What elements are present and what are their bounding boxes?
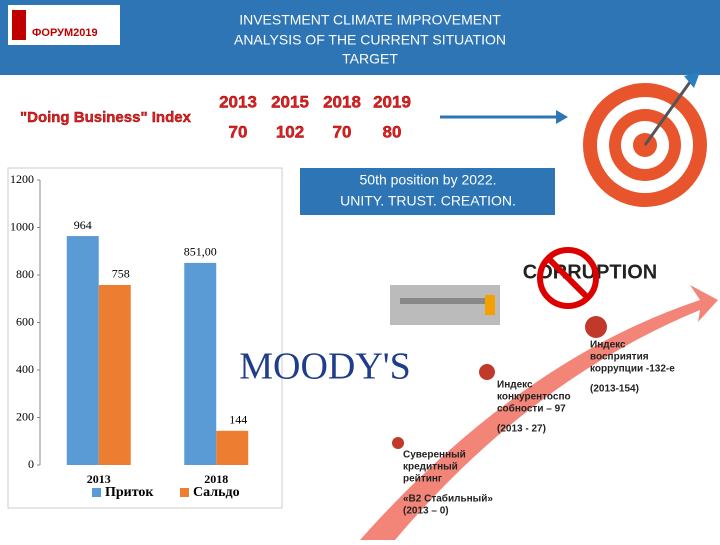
no-sign xyxy=(545,255,591,301)
milestone-text: кредитный xyxy=(403,462,458,473)
runners xyxy=(390,285,500,325)
milestone-text: (2013 - 27) xyxy=(497,424,546,435)
logo-icon xyxy=(12,10,26,40)
milestone-text: «В2 Стабильный» xyxy=(403,493,493,505)
rank: 80 xyxy=(383,122,402,141)
bar xyxy=(216,430,249,465)
milestone-text: Индекс xyxy=(497,380,533,391)
logo-text: ФОРУМ2019 xyxy=(32,27,98,39)
y-tick-label: 1200 xyxy=(10,172,34,186)
milestone-text: конкурентоспо xyxy=(497,392,571,403)
title-line: INVESTMENT CLIMATE IMPROVEMENT xyxy=(239,12,501,28)
bar xyxy=(98,284,131,465)
bar xyxy=(184,262,217,465)
x-tick-label: 2018 xyxy=(204,472,228,486)
target-box xyxy=(300,168,555,215)
milestone-text: собности – 97 xyxy=(497,403,566,415)
y-tick-label: 400 xyxy=(16,362,34,376)
milestone-text: (2013-154) xyxy=(590,384,639,395)
milestone-dot xyxy=(585,316,607,338)
milestone-dot xyxy=(479,364,495,380)
rank: 70 xyxy=(333,122,352,141)
milestone-text: Суверенный xyxy=(403,450,466,461)
y-tick-label: 200 xyxy=(16,409,34,423)
rank: 102 xyxy=(276,122,304,141)
legend-label: Приток xyxy=(105,485,154,500)
title-line: TARGET xyxy=(342,51,398,67)
index-label: "Doing Business" Index xyxy=(20,109,192,126)
x-tick-label: 2013 xyxy=(87,472,111,486)
title-line: ANALYSIS OF THE CURRENT SITUATION xyxy=(234,32,506,48)
no-sign xyxy=(537,247,599,309)
y-tick-label: 1000 xyxy=(10,219,34,233)
logo-box xyxy=(8,5,120,45)
moodys-logo: MOODY'S xyxy=(239,346,411,388)
target-line: 50th position by 2022. xyxy=(360,172,497,188)
milestone-text: восприятия xyxy=(590,352,649,363)
y-tick-label: 600 xyxy=(16,314,34,328)
milestone-text: коррупции -132-е xyxy=(590,364,675,375)
value-label: 758 xyxy=(112,267,130,281)
bar xyxy=(66,236,99,465)
year: 2018 xyxy=(323,92,361,111)
milestone-text: рейтинг xyxy=(403,474,442,485)
growth-arrow xyxy=(360,285,718,540)
year: 2015 xyxy=(271,92,309,111)
value-label: 851,00 xyxy=(184,245,217,259)
rank: 70 xyxy=(229,122,248,141)
year: 2019 xyxy=(373,92,411,111)
y-tick-label: 0 xyxy=(28,457,34,471)
arrow-head xyxy=(556,110,568,124)
target xyxy=(583,72,707,207)
milestone-dot xyxy=(392,437,404,449)
target-line: UNITY. TRUST. CREATION. xyxy=(340,193,516,209)
milestone-text: (2013 – 0) xyxy=(403,506,449,517)
value-label: 964 xyxy=(74,218,92,232)
year: 2013 xyxy=(219,92,257,111)
value-label: 144 xyxy=(229,413,247,427)
milestone-text: Индекс xyxy=(590,340,626,351)
legend-swatch xyxy=(92,488,101,497)
y-tick-label: 800 xyxy=(16,267,34,281)
legend-swatch xyxy=(180,488,189,497)
legend-label: Сальдо xyxy=(193,485,240,500)
